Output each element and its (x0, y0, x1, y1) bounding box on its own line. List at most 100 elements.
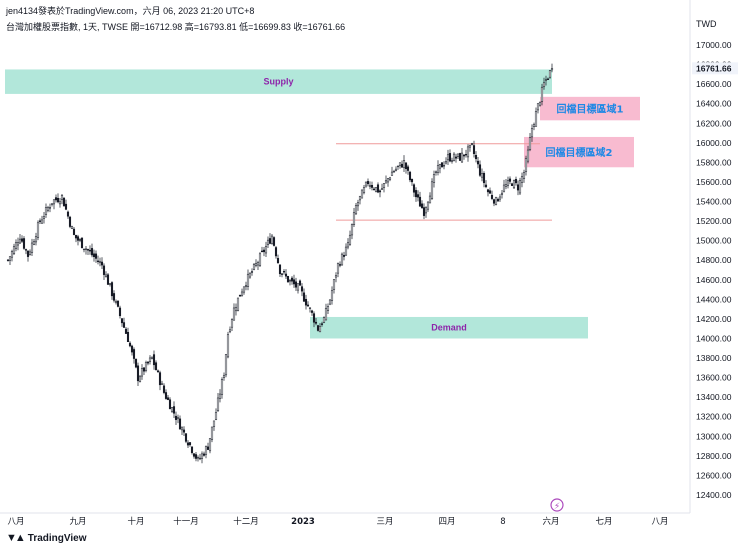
y-tick-label: 13800.00 (696, 353, 732, 363)
candle-body (44, 207, 48, 215)
candle-body (242, 286, 246, 293)
candle (26, 250, 30, 262)
candle (266, 236, 270, 248)
candle-body (268, 238, 272, 244)
candle-body (482, 173, 486, 184)
candle (370, 181, 374, 191)
candle-body (352, 212, 356, 225)
tradingview-logo[interactable]: ▼▲ TradingView (6, 532, 87, 544)
candle (78, 238, 82, 243)
candle (98, 257, 102, 267)
candle-body (302, 292, 306, 302)
candle-body (6, 259, 10, 261)
candle-body (290, 277, 294, 282)
candle-body (182, 429, 186, 433)
candle-body (124, 328, 128, 334)
candle-body (486, 189, 490, 193)
candle-body (414, 190, 418, 198)
y-tick-label: 14200.00 (696, 314, 732, 324)
lightning-glyph: ⚡ (554, 502, 560, 512)
candle (156, 369, 160, 374)
candle-body (56, 197, 60, 203)
candle-body (332, 279, 336, 290)
candle (284, 269, 288, 280)
candle (120, 318, 124, 327)
candle-body (156, 370, 160, 372)
candle-body (136, 365, 140, 382)
candle (80, 237, 84, 249)
candle-body (496, 198, 500, 202)
candle (496, 197, 500, 202)
candle (426, 201, 430, 212)
candle-body (360, 189, 364, 199)
candle-body (316, 325, 320, 331)
candle (246, 269, 250, 291)
candle (282, 269, 286, 275)
candle-body (476, 160, 480, 165)
candle (366, 178, 370, 187)
candle (360, 189, 364, 199)
candle-body (264, 245, 268, 254)
candle (166, 395, 170, 401)
candle (18, 233, 22, 245)
candle-body (534, 111, 538, 127)
candle (382, 183, 386, 193)
candle (202, 451, 206, 457)
candle-body (502, 184, 506, 192)
candle (134, 358, 138, 369)
candle (264, 241, 268, 258)
candle-body (468, 144, 472, 148)
symbol-ohlc-legend[interactable]: 台灣加權股票指數, 1天, TWSE 開=16712.98 高=16793.81… (6, 22, 346, 32)
candle (278, 264, 282, 277)
candle (296, 283, 300, 294)
candle-body (426, 201, 430, 210)
candle-body (412, 184, 416, 193)
candle (210, 426, 214, 443)
candle (154, 360, 158, 371)
candle-body (388, 177, 392, 180)
candle (510, 182, 514, 186)
candle (436, 160, 440, 176)
candle-body (218, 393, 222, 399)
candle (488, 187, 492, 194)
candle-body (422, 207, 426, 216)
candle-body (122, 322, 126, 328)
candle-body (164, 392, 168, 399)
candle-body (50, 203, 54, 205)
candle-body (432, 174, 436, 183)
candle (12, 243, 16, 256)
candle (54, 194, 58, 203)
candle (270, 233, 274, 245)
candle-body (282, 271, 286, 273)
candle (168, 397, 172, 410)
candle (138, 375, 142, 383)
candle-body (464, 153, 468, 156)
candle-body (338, 264, 342, 266)
candle-body (32, 241, 36, 245)
candle-body (248, 272, 252, 278)
candle-body (192, 453, 196, 457)
candle (280, 273, 284, 278)
candle (394, 166, 398, 172)
candle (62, 197, 66, 207)
candle-body (34, 236, 38, 243)
candle-body (336, 263, 340, 274)
candle-body (106, 274, 110, 285)
candle (286, 275, 290, 283)
candle-body (498, 196, 502, 200)
x-tick-label: 十月 (127, 516, 144, 527)
candle-body (260, 250, 264, 253)
candle (86, 248, 90, 256)
candle-body (140, 368, 144, 377)
candle (440, 162, 444, 168)
lightning-event-icon[interactable]: ⚡ (550, 498, 564, 512)
y-tick-label: 15600.00 (696, 177, 732, 187)
candle (422, 203, 426, 220)
candle-body (550, 68, 554, 71)
candle (380, 183, 384, 190)
candle-body (508, 178, 512, 182)
candle-body (452, 153, 456, 162)
candle (438, 163, 442, 174)
candle (218, 389, 222, 403)
